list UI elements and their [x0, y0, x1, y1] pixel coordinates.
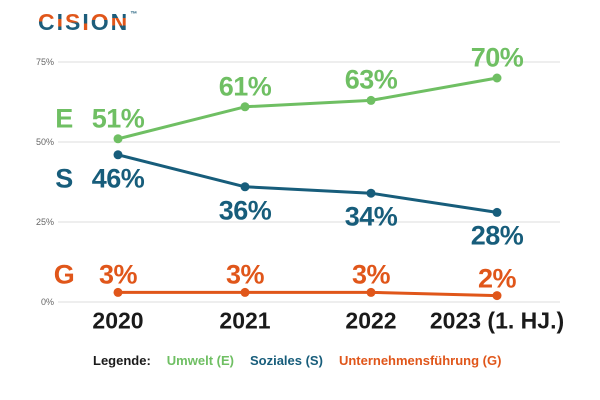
logo-letter: O [90, 9, 111, 35]
data-label-g-3: 2% [477, 263, 517, 294]
data-label-e-3: 70% [470, 42, 524, 73]
series-line-e [116, 76, 499, 141]
series-line-s [116, 153, 499, 214]
logo-trademark: ™ [130, 11, 138, 18]
data-point-s [113, 150, 123, 160]
legend-item-soziales: Soziales (S) [249, 353, 323, 368]
data-point-g [492, 291, 502, 301]
y-axis-tick-label: 50% [36, 137, 54, 147]
x-axis-label-0: 2020 [92, 307, 144, 334]
x-axis-label-2: 2022 [345, 307, 397, 334]
data-point-s [240, 182, 250, 192]
chart-legend: Legende: Umwelt (E) Soziales (S) Unterne… [93, 353, 501, 368]
data-label-g-2: 3% [351, 259, 391, 290]
legend-item-unternehmensfuehrung: Unternehmensführung (G) [338, 353, 502, 368]
data-label-s-2: 34% [344, 201, 398, 232]
logo-letter: I [56, 9, 66, 35]
legend-title: Legende: [93, 353, 151, 368]
data-point-s [366, 188, 376, 198]
series-letter-s: S [55, 163, 73, 194]
data-point-s [492, 207, 502, 217]
series-letter-g: G [53, 259, 75, 290]
legend-item-umwelt: Umwelt (E) [166, 353, 234, 368]
data-label-g-0: 3% [98, 259, 138, 290]
logo-letter: I [82, 9, 91, 35]
y-axis-tick-label: 75% [36, 57, 54, 67]
series-line-g [116, 290, 499, 298]
data-label-s-0: 46% [91, 163, 145, 194]
data-point-g [240, 287, 250, 297]
y-axis-tick-label: 0% [41, 297, 54, 307]
data-label-e-1: 61% [218, 71, 272, 102]
series-letter-e: E [55, 103, 73, 134]
x-axis-label-1: 2021 [219, 307, 271, 334]
cision-logo: C I S I O N ™ [38, 11, 137, 34]
y-axis-tick-label: 25% [36, 217, 54, 227]
data-label-g-1: 3% [225, 259, 265, 290]
logo-letter: S [65, 9, 83, 35]
data-point-e [113, 134, 123, 144]
logo-letter: C [38, 9, 57, 35]
logo-letter: N [110, 9, 130, 35]
data-point-e [492, 73, 502, 83]
data-point-g [113, 287, 123, 297]
x-axis-label-3: 2023 (1. HJ.) [429, 307, 565, 334]
data-point-g [366, 287, 376, 297]
data-point-e [240, 102, 250, 112]
data-label-s-1: 36% [218, 195, 272, 226]
data-label-s-3: 28% [470, 220, 524, 251]
data-label-e-0: 51% [91, 103, 145, 134]
data-point-e [366, 95, 376, 105]
data-label-e-2: 63% [344, 64, 398, 95]
